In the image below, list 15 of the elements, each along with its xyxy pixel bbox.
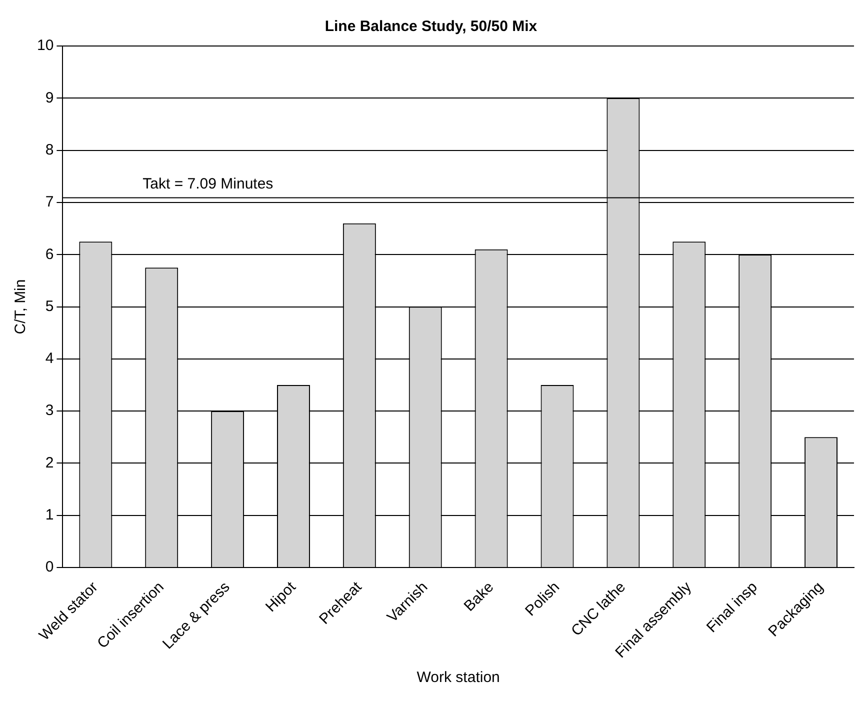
y-tick-label: 9: [45, 89, 54, 106]
y-tick-label: 2: [45, 454, 54, 472]
y-tick-label: 3: [45, 402, 54, 420]
y-tick-label: 5: [45, 298, 54, 315]
ref-line-label: Takt = 7.09 Minutes: [142, 175, 274, 192]
y-tick-label: 0: [45, 558, 54, 576]
y-tick-label: 10: [36, 37, 54, 54]
y-axis-title: C/T, Min: [12, 279, 30, 334]
y-tick-label: 6: [45, 246, 54, 263]
chart-title: Line Balance Study, 50/50 Mix: [324, 18, 538, 36]
y-tick-label: 1: [45, 506, 54, 524]
y-tick-label: 4: [45, 350, 54, 368]
y-tick-label: 8: [45, 141, 54, 158]
y-tick-label: 7: [45, 194, 54, 211]
x-axis-title: Work station: [416, 669, 500, 686]
